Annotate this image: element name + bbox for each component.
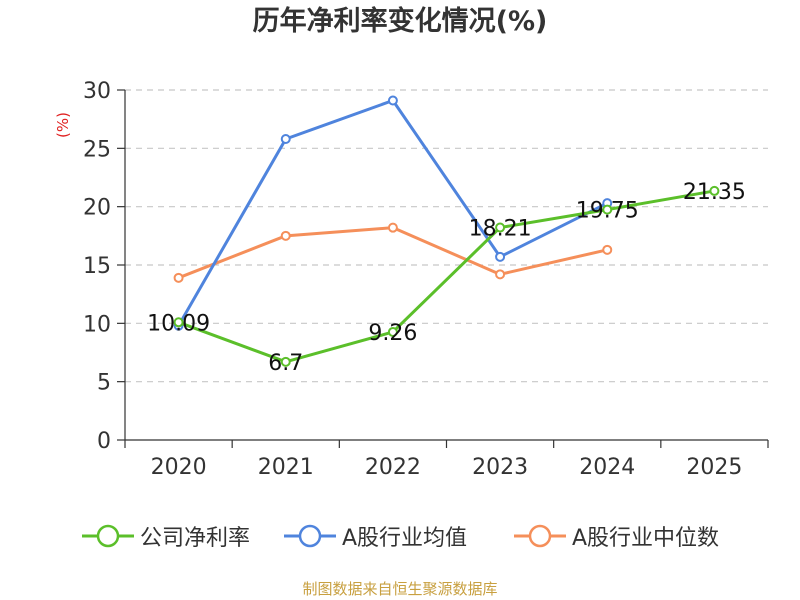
data-point <box>602 204 613 215</box>
data-point <box>173 317 184 328</box>
data-label: 6.7 <box>268 351 303 376</box>
legend-item[interactable]: A股行业均值 <box>284 516 467 556</box>
legend-item[interactable]: A股行业中位数 <box>514 516 719 556</box>
legend-label: A股行业中位数 <box>572 526 720 551</box>
x-tick-label: 2023 <box>472 455 528 480</box>
data-label: 18.21 <box>469 217 532 242</box>
data-point <box>495 269 506 280</box>
y-tick-label: 30 <box>83 79 111 104</box>
data-point <box>709 185 720 196</box>
legend-marker-icon <box>514 521 566 551</box>
series-line-2 <box>177 99 608 327</box>
data-point <box>495 222 506 233</box>
data-point <box>387 222 398 233</box>
legend-item[interactable]: 公司净利率 <box>82 516 250 556</box>
data-label: 9.26 <box>368 321 417 346</box>
legend-label: A股行业均值 <box>342 526 468 551</box>
series-line-1 <box>178 189 715 364</box>
x-tick-label: 2022 <box>365 455 421 480</box>
chart-title: 历年净利率变化情况(%) <box>252 6 548 37</box>
y-tick-label: 20 <box>83 196 111 221</box>
y-axis-unit-label: (%) <box>54 112 72 138</box>
data-label: 10.09 <box>147 311 210 336</box>
x-tick-label: 2020 <box>151 455 207 480</box>
data-point <box>280 356 291 367</box>
legend-label: 公司净利率 <box>140 526 251 551</box>
x-tick-label: 2025 <box>686 455 742 480</box>
source-note: 制图数据来自恒生聚源数据库 <box>302 580 498 598</box>
x-tick-label: 2024 <box>579 455 635 480</box>
x-tick-label: 2021 <box>258 455 314 480</box>
y-tick-label: 10 <box>83 312 111 337</box>
y-tick-label: 25 <box>83 137 111 162</box>
data-point <box>280 134 291 144</box>
chart-legend: 公司净利率 A股行业均值 A股行业中位数 <box>0 516 800 556</box>
legend-marker-icon <box>82 521 134 551</box>
data-label: 19.75 <box>576 199 639 224</box>
data-point <box>495 251 506 262</box>
data-point <box>387 326 398 337</box>
data-point <box>387 95 398 106</box>
y-tick-label: 0 <box>97 429 111 454</box>
data-point <box>602 244 613 255</box>
data-point <box>280 230 291 241</box>
data-point <box>173 272 184 283</box>
legend-marker-icon <box>284 521 336 551</box>
y-tick-label: 15 <box>83 254 111 279</box>
y-tick-label: 5 <box>97 371 111 396</box>
data-label: 21.35 <box>683 180 746 205</box>
